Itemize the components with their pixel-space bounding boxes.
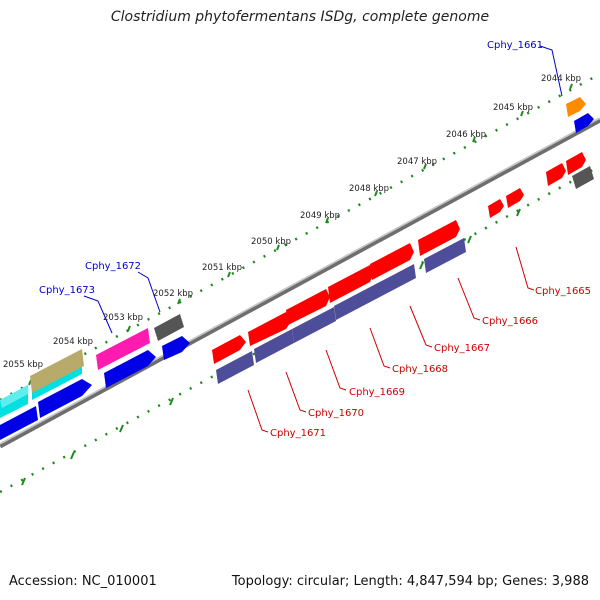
- bottom-gene-labels: Cphy_1671 Cphy_1670 Cphy_1669 Cphy_1668 …: [270, 286, 591, 439]
- gene-magenta[interactable]: [96, 328, 150, 370]
- scale-label: 2050 kbp: [251, 237, 291, 247]
- gene-label[interactable]: Cphy_1668: [392, 364, 448, 375]
- scale-label: 2055 kbp: [3, 360, 43, 370]
- bottom-leader-lines: [247, 246, 535, 433]
- gene-khaki[interactable]: [30, 349, 84, 393]
- gene-purple-2[interactable]: [254, 329, 294, 363]
- scale-label: 2045 kbp: [493, 103, 533, 113]
- gene-label[interactable]: Cphy_1671: [270, 428, 326, 439]
- scale-label: 2047 kbp: [397, 157, 437, 167]
- genome-backbone: [0, 117, 600, 449]
- gene-label[interactable]: Cphy_1665: [535, 286, 591, 297]
- accession-text: Accession: NC_010001: [9, 574, 157, 589]
- gene-red-10[interactable]: [566, 152, 586, 175]
- gene-blue-1[interactable]: [0, 406, 38, 440]
- gene-gray-1[interactable]: [154, 314, 184, 341]
- scale-label: 2048 kbp: [349, 184, 389, 194]
- gene-label[interactable]: Cphy_1661: [487, 40, 543, 51]
- top-gene-labels: Cphy_1673 Cphy_1672 Cphy_1661: [39, 40, 543, 296]
- gene-blue-2[interactable]: [38, 379, 92, 418]
- scale-label: 2052 kbp: [153, 289, 193, 299]
- gene-label[interactable]: Cphy_1673: [39, 285, 95, 296]
- scale-label: 2051 kbp: [202, 263, 242, 273]
- top-leader-lines: [83, 45, 563, 334]
- scale-label: 2046 kbp: [446, 130, 486, 140]
- outer-scale-track: [0, 72, 600, 402]
- gene-red-5[interactable]: [370, 243, 414, 280]
- gene-blue-3[interactable]: [104, 350, 156, 388]
- gene-label[interactable]: Cphy_1670: [308, 408, 364, 419]
- gene-red-7[interactable]: [488, 199, 504, 218]
- scale-label: 2044 kbp: [541, 74, 581, 84]
- gene-purple-1[interactable]: [216, 351, 254, 384]
- gene-red-9[interactable]: [546, 163, 566, 186]
- gene-red-6[interactable]: [418, 220, 460, 256]
- gene-blue-5[interactable]: [574, 113, 594, 133]
- gene-purple-3[interactable]: [292, 307, 336, 343]
- gene-red-8[interactable]: [506, 188, 524, 208]
- gene-red-2[interactable]: [248, 312, 292, 346]
- genes: [0, 97, 594, 440]
- topology-text: Topology: circular; Length: 4,847,594 bp…: [231, 574, 589, 589]
- scale-label: 2054 kbp: [53, 337, 93, 347]
- gene-red-1[interactable]: [212, 335, 246, 364]
- gene-blue-4[interactable]: [162, 336, 190, 360]
- gene-purple-4[interactable]: [334, 264, 416, 320]
- gene-label[interactable]: Cphy_1669: [349, 387, 405, 398]
- scale-label: 2049 kbp: [300, 211, 340, 221]
- gene-red-3[interactable]: [286, 289, 330, 325]
- gene-purple-5[interactable]: [424, 238, 466, 273]
- scale-labels: 2055 kbp 2054 kbp 2053 kbp 2052 kbp 2051…: [3, 74, 581, 370]
- map-title: Clostridium phytofermentans ISDg, comple…: [110, 9, 490, 25]
- gene-label[interactable]: Cphy_1672: [85, 261, 141, 272]
- scale-label: 2053 kbp: [103, 313, 143, 323]
- gene-label[interactable]: Cphy_1666: [482, 316, 538, 327]
- gene-orange[interactable]: [566, 97, 586, 117]
- outer-major-ticks: [28, 83, 573, 386]
- gene-red-4[interactable]: [328, 265, 374, 303]
- gene-gray-2[interactable]: [572, 166, 594, 189]
- gene-label[interactable]: Cphy_1667: [434, 343, 490, 354]
